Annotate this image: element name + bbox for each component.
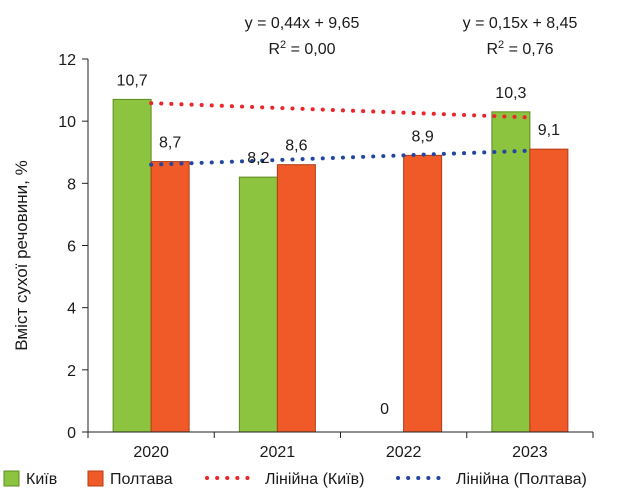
- x-tick-label-2022: 2022: [386, 444, 422, 461]
- data-label-poltava-2020: 8,7: [159, 135, 181, 152]
- y-axis-title: Вміст сухої речовини, %: [12, 160, 31, 350]
- data-label-kyiv-2023: 10,3: [495, 85, 526, 102]
- legend-trend-kyiv-label: Лінійна (Київ): [265, 471, 364, 488]
- x-tick-label-2021: 2021: [260, 444, 296, 461]
- trendline-poltava: [149, 148, 532, 167]
- legend-poltava-swatch: [87, 470, 104, 487]
- trend-equation-poltava: y = 0,15x + 8,45: [463, 15, 578, 32]
- bar-poltava-2023: [529, 148, 569, 433]
- data-label-poltava-2021: 8,6: [285, 138, 307, 155]
- bar-poltava-2021: [276, 164, 316, 433]
- data-label-poltava-2023: 9,1: [538, 122, 560, 139]
- y-tick-label-4: 4: [67, 301, 76, 318]
- legend-kyiv-swatch: [3, 470, 20, 487]
- y-tick-label-8: 8: [67, 176, 76, 193]
- trend-r2-kyiv: R2 = 0,00: [268, 39, 335, 58]
- y-tick-label-12: 12: [58, 52, 76, 69]
- y-tick-label-6: 6: [67, 239, 76, 256]
- data-label-kyiv-2021: 8,2: [247, 150, 269, 167]
- bar-poltava-2022: [403, 154, 443, 433]
- legend: Київ Полтава Лінійна (Київ) Лінійна (Полтав…: [3, 470, 587, 488]
- equations-layer: y = 0,44x + 9,65 R2 = 0,00 y = 0,15x + 8,4…: [245, 15, 578, 58]
- data-label-poltava-2022: 8,9: [412, 128, 434, 145]
- bar-poltava-2020: [150, 161, 190, 433]
- data-labels-layer: 10,7 8,2 0 10,3 8,7 8,6 8,9 9,1: [117, 72, 561, 418]
- y-tick-label-0: 0: [67, 425, 76, 442]
- axes-layer: 0 2 4 6 8 10 12 2020 2021 2022 2023 Вміст сухої реч…: [12, 52, 594, 461]
- data-label-kyiv-2020: 10,7: [117, 72, 148, 89]
- legend-poltava-label: Полтава: [110, 471, 173, 488]
- bars-layer: [112, 98, 569, 433]
- bar-kyiv-2020: [112, 98, 152, 433]
- y-tick-label-2: 2: [67, 363, 76, 380]
- y-tick-label-10: 10: [58, 114, 76, 131]
- legend-kyiv-label: Київ: [26, 471, 57, 488]
- x-tick-label-2023: 2023: [512, 444, 548, 461]
- trend-equation-kyiv: y = 0,44x + 9,65: [245, 15, 360, 32]
- x-tick-label-2020: 2020: [133, 444, 169, 461]
- trend-r2-poltava: R2 = 0,76: [486, 39, 553, 58]
- bar-kyiv-2023: [491, 111, 531, 433]
- trendlines-layer: [149, 101, 532, 167]
- bar-kyiv-2021: [238, 176, 278, 433]
- legend-trend-poltava-label: Лінійна (Полтава): [456, 471, 587, 488]
- trendline-kyiv: [149, 101, 532, 120]
- data-label-kyiv-2022: 0: [380, 401, 389, 418]
